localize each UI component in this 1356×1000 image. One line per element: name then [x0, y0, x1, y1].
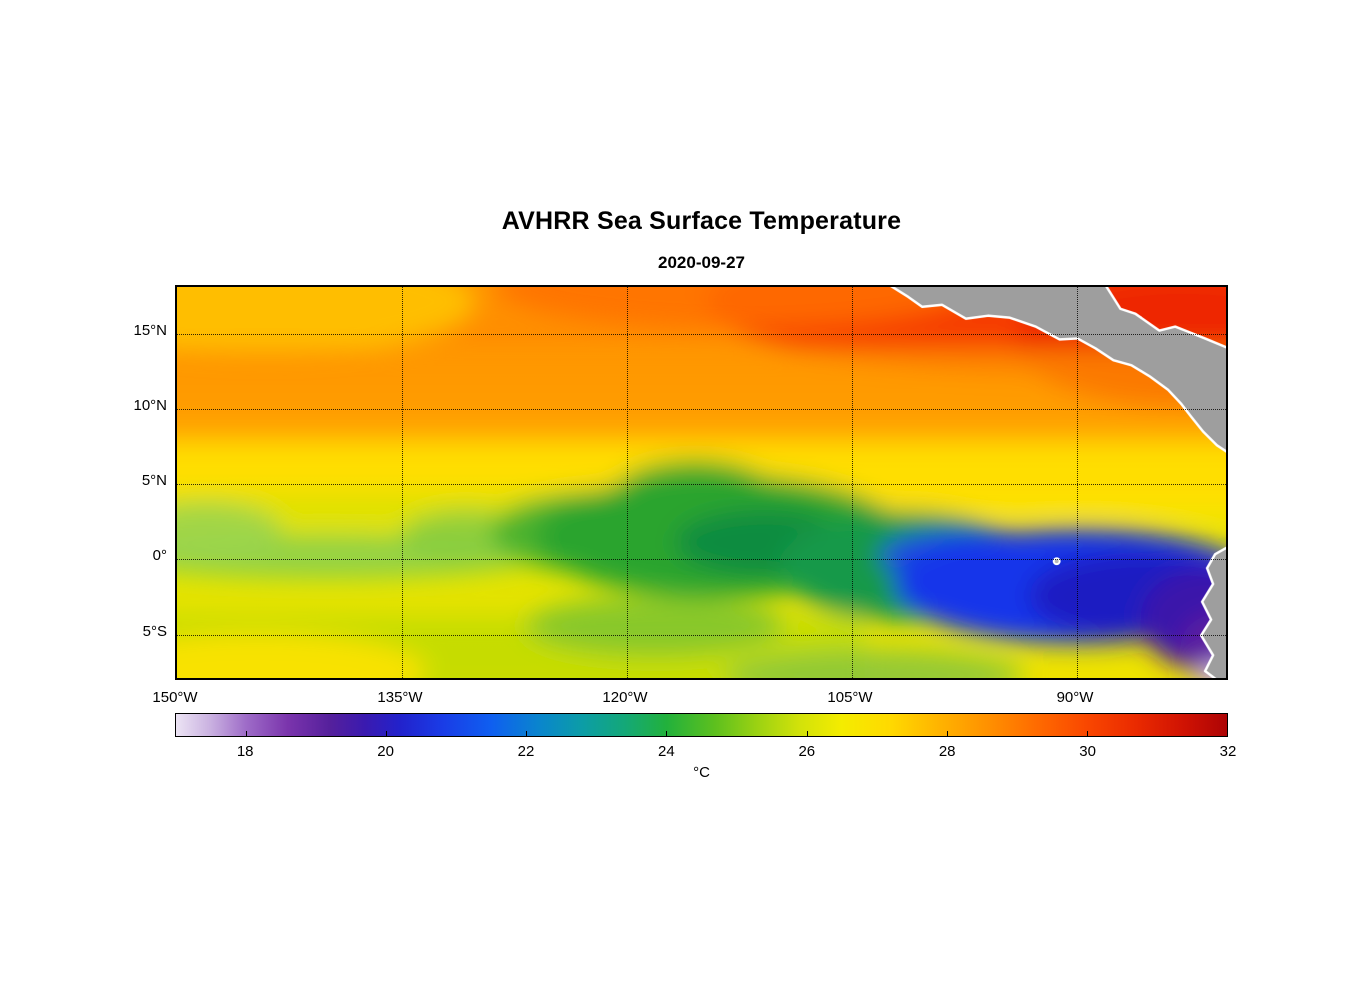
colorbar	[175, 713, 1228, 737]
x-tick-label: 135°W	[377, 689, 423, 706]
colorbar-tick	[386, 731, 388, 736]
colorbar-tick	[806, 731, 808, 736]
gridline-lon	[627, 287, 628, 678]
colorbar-tick	[946, 731, 948, 736]
colorbar-tick	[246, 731, 248, 736]
colorbar-tick	[1086, 731, 1088, 736]
y-tick-label: 5°N	[141, 472, 167, 490]
land-masses	[890, 287, 1226, 678]
gridline-lat	[177, 634, 1226, 636]
land-south-america	[1199, 546, 1226, 678]
x-tick-label: 105°W	[827, 689, 873, 706]
colorbar-tick	[1227, 731, 1228, 736]
chart-subtitle-date: 2020-09-27	[658, 253, 745, 272]
colorbar-tick-label: 22	[517, 743, 535, 760]
chart-title: AVHRR Sea Surface Temperature	[501, 207, 902, 235]
gridline-lat	[177, 559, 1226, 561]
colorbar-tick	[526, 731, 528, 736]
gridline-lon	[852, 287, 853, 678]
colorbar-tick-label: 26	[798, 743, 816, 760]
colorbar-tick-label: 30	[1079, 743, 1096, 760]
y-tick-label: 10°N	[133, 397, 167, 415]
y-tick-label: 0°	[152, 547, 167, 565]
y-tick-label: 15°N	[133, 321, 167, 339]
sst-map-axes	[175, 285, 1228, 680]
colorbar-unit-label: °C	[693, 764, 710, 781]
gridline-lat	[177, 333, 1226, 335]
y-tick-label: 5°S	[142, 622, 167, 640]
colorbar-tick-label: 18	[236, 743, 254, 760]
colorbar-tick	[666, 731, 668, 736]
gridline-lat	[177, 484, 1226, 486]
gridline-lat	[177, 409, 1226, 411]
x-tick-label: 90°W	[1056, 689, 1094, 706]
colorbar-tick-label: 20	[377, 743, 394, 760]
gridline-lon	[1077, 287, 1078, 678]
sst-field-image	[177, 287, 1226, 678]
x-tick-label: 150°W	[152, 689, 198, 706]
colorbar-tick-label: 32	[1219, 743, 1237, 760]
colorbar-gradient	[176, 714, 1227, 736]
colorbar-tick-label: 28	[938, 743, 956, 760]
land-central-america	[890, 287, 1226, 453]
x-tick-label: 120°W	[602, 689, 648, 706]
gridline-lon	[402, 287, 403, 678]
colorbar-tick-label: 24	[658, 743, 675, 760]
